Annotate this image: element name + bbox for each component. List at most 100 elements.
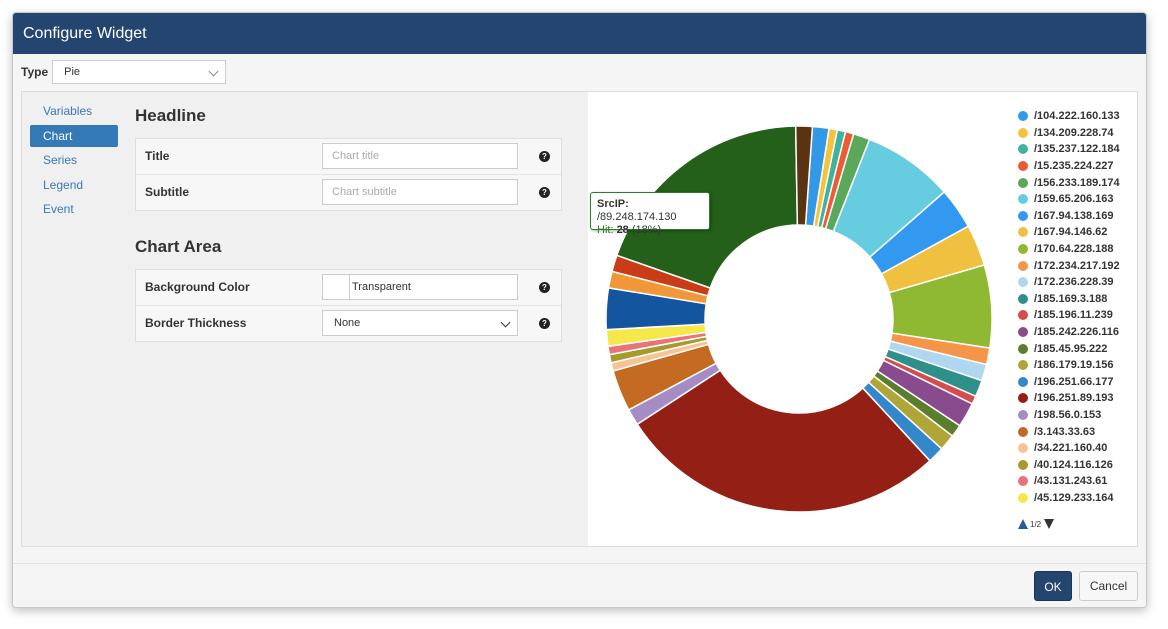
legend-item[interactable]: /185.242.226.116	[1018, 324, 1136, 341]
type-row: Type Pie	[21, 60, 227, 84]
legend-label: /186.179.19.156	[1034, 359, 1114, 372]
legend-marker	[1018, 492, 1028, 503]
legend-item[interactable]: /172.236.228.39	[1018, 274, 1136, 291]
legend-item[interactable]: /170.64.228.188	[1018, 241, 1136, 258]
legend-item[interactable]: /167.94.146.62	[1018, 224, 1136, 241]
background-color-label: Background Color	[145, 280, 250, 294]
legend-item[interactable]: /34.221.160.40	[1018, 440, 1136, 457]
background-color-field[interactable]: Transparent	[322, 274, 518, 300]
legend-label: /196.251.89.193	[1034, 392, 1114, 405]
color-swatch[interactable]	[323, 275, 350, 299]
legend-item[interactable]: /45.131.155.254	[1018, 506, 1136, 510]
border-thickness-select[interactable]: None	[322, 310, 518, 336]
background-color-row: Background Color Transparent ?	[136, 270, 561, 306]
help-icon[interactable]: ?	[539, 318, 550, 329]
legend-item[interactable]: /198.56.0.153	[1018, 407, 1136, 424]
legend-item[interactable]: /185.169.3.188	[1018, 291, 1136, 308]
legend-item[interactable]: /15.235.224.227	[1018, 158, 1136, 175]
legend-label: /135.237.122.184	[1034, 143, 1120, 156]
legend-marker	[1018, 260, 1028, 271]
legend-label: /196.251.66.177	[1034, 375, 1114, 388]
chart-preview: SrcIP: /89.248.174.130 Hit: 28 (18%) /10…	[588, 92, 1137, 546]
title-row: Title ?	[136, 139, 561, 175]
help-icon[interactable]: ?	[539, 151, 550, 162]
legend-item[interactable]: /104.222.160.133	[1018, 108, 1136, 125]
nav-item-variables[interactable]: Variables	[43, 104, 93, 118]
legend-label: /198.56.0.153	[1034, 408, 1102, 421]
nav-item-legend[interactable]: Legend	[43, 177, 84, 192]
legend-item[interactable]: /196.251.66.177	[1018, 374, 1136, 391]
border-thickness-label: Border Thickness	[145, 316, 247, 330]
legend-marker	[1018, 177, 1028, 188]
legend-item[interactable]: /40.124.116.126	[1018, 456, 1136, 473]
legend-item[interactable]: /196.251.89.193	[1018, 390, 1136, 407]
pie-slice[interactable]	[636, 369, 931, 513]
config-body: Variables Chart Series Legend Event Head…	[21, 91, 1138, 547]
pie-slice[interactable]	[794, 125, 814, 227]
nav-item-series[interactable]: Series	[43, 153, 78, 167]
legend-marker	[1018, 459, 1028, 470]
background-color-value: Transparent	[352, 281, 411, 293]
chart-subtitle-input[interactable]	[322, 179, 518, 205]
legend-item[interactable]: /3.143.33.63	[1018, 423, 1136, 440]
tooltip-hit-value: 28	[616, 224, 629, 236]
border-thickness-value: None	[334, 317, 361, 329]
legend-label: /185.45.95.222	[1034, 342, 1108, 355]
ok-button[interactable]: OK	[1034, 571, 1072, 601]
legend-item[interactable]: /167.94.138.169	[1018, 208, 1136, 225]
legend-item[interactable]: /135.237.122.184	[1018, 141, 1136, 158]
legend-label: /185.196.11.239	[1034, 309, 1113, 322]
legend-marker	[1018, 293, 1028, 304]
legend-marker	[1018, 194, 1028, 205]
nav-item-event[interactable]: Event	[43, 202, 74, 216]
legend-marker	[1018, 227, 1028, 238]
legend-item[interactable]: /45.129.233.164	[1018, 490, 1136, 507]
chart-title-input[interactable]	[322, 143, 518, 169]
legend-marker	[1018, 210, 1028, 221]
tooltip-srcip-label: SrcIP:	[597, 198, 629, 210]
chevron-down-icon	[500, 317, 511, 328]
legend-marker	[1018, 409, 1028, 420]
legend-marker	[1018, 244, 1028, 255]
legend-marker	[1018, 127, 1028, 138]
legend-pager: 1/2	[1018, 519, 1055, 529]
type-select-value: Pie	[64, 66, 81, 78]
configure-widget-dialog: Configure Widget Type Pie Variables Char…	[12, 12, 1147, 608]
help-icon[interactable]: ?	[539, 282, 550, 293]
legend-label: /40.124.116.126	[1034, 458, 1113, 471]
cancel-button[interactable]: Cancel	[1079, 571, 1138, 601]
legend-item[interactable]: /186.179.19.156	[1018, 357, 1136, 374]
legend-item[interactable]: /159.65.206.163	[1018, 191, 1136, 208]
nav-item-chart[interactable]: Chart	[30, 124, 118, 147]
legend-item[interactable]: /185.45.95.222	[1018, 340, 1136, 357]
triangle-down-icon[interactable]	[1044, 519, 1055, 529]
legend-marker	[1018, 376, 1028, 387]
help-icon[interactable]: ?	[539, 187, 550, 198]
legend-marker	[1018, 360, 1028, 371]
dialog-footer: OK Cancel	[13, 563, 1146, 607]
tooltip-hit-label: Hit:	[597, 224, 614, 236]
legend-item[interactable]: /185.196.11.239	[1018, 307, 1136, 324]
headline-section-title: Headline	[135, 106, 206, 125]
legend-marker	[1018, 476, 1028, 487]
legend-label: /185.242.226.116	[1034, 326, 1120, 339]
legend-marker	[1018, 327, 1028, 338]
legend-label: /167.94.138.169	[1034, 209, 1114, 222]
legend-label: /104.222.160.133	[1034, 110, 1120, 123]
type-select[interactable]: Pie	[52, 60, 227, 84]
triangle-up-icon[interactable]	[1018, 519, 1028, 529]
legend-item[interactable]: /156.233.189.174	[1018, 174, 1136, 191]
legend-item[interactable]: /43.131.243.61	[1018, 473, 1136, 490]
subtitle-label: Subtitle	[145, 185, 189, 199]
legend-item[interactable]: /172.234.217.192	[1018, 257, 1136, 274]
chart-form: Headline Title ? Subtitle ? Chart Area B…	[135, 104, 562, 342]
legend-item[interactable]: /134.209.228.74	[1018, 125, 1136, 142]
subtitle-row: Subtitle ?	[136, 175, 561, 210]
border-thickness-row: Border Thickness None ?	[136, 306, 561, 341]
legend-label: /172.234.217.192	[1034, 259, 1120, 272]
legend-label: /43.131.243.61	[1034, 475, 1108, 488]
legend-label: /134.209.228.74	[1034, 126, 1114, 139]
chart-area-section-title: Chart Area	[135, 237, 222, 256]
legend-label: /170.64.228.188	[1034, 243, 1114, 256]
legend-label: /34.221.160.40	[1034, 442, 1108, 455]
